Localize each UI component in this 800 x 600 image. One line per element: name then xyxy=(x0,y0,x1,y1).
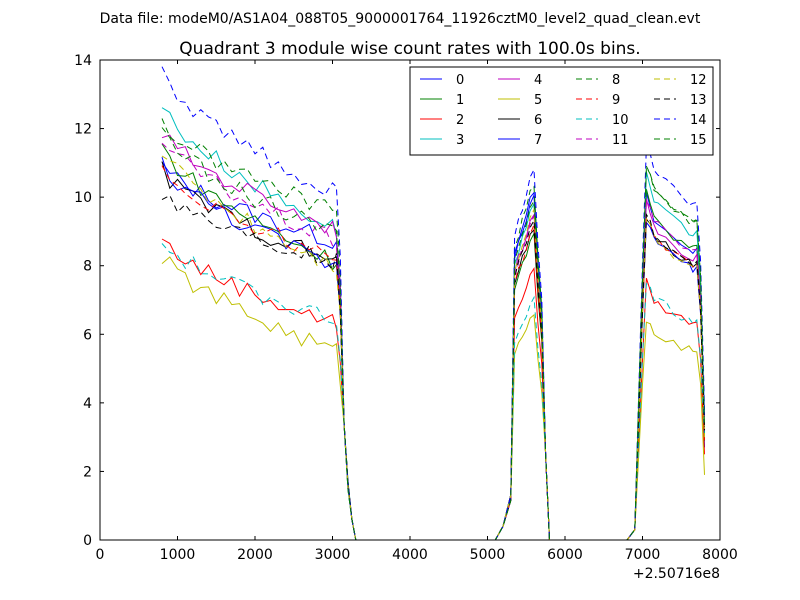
legend-box xyxy=(409,66,714,156)
x-tick-label: 3000 xyxy=(315,547,351,563)
y-tick-label: 6 xyxy=(83,327,92,343)
chart-suptitle: Data file: modeM0/AS1A04_088T05_90000017… xyxy=(100,11,701,27)
series-line-5 xyxy=(161,256,705,540)
legend-label-4: 4 xyxy=(534,73,542,88)
y-tick-label: 8 xyxy=(83,259,92,275)
legend-label-3: 3 xyxy=(456,133,464,148)
legend-label-6: 6 xyxy=(534,113,542,128)
series-line-1 xyxy=(161,143,705,540)
legend-label-0: 0 xyxy=(456,73,464,88)
x-tick-label: 7000 xyxy=(625,547,661,563)
x-offset-label: +2.50716e8 xyxy=(633,566,720,582)
axis-ticks: 0 1000 2000 3000 4000 5000 6000 7000 80000246810… xyxy=(74,53,738,563)
x-tick-label: 0 xyxy=(96,547,105,563)
series-line-15 xyxy=(161,127,705,540)
series-line-11 xyxy=(161,142,705,540)
legend-label-7: 7 xyxy=(534,133,542,148)
y-tick-label: 10 xyxy=(74,190,92,206)
y-tick-label: 14 xyxy=(74,53,92,69)
series-line-14 xyxy=(161,66,705,540)
x-tick-label: 5000 xyxy=(470,547,506,563)
legend-label-5: 5 xyxy=(534,93,542,108)
legend-label-10: 10 xyxy=(612,113,629,128)
legend-label-12: 12 xyxy=(690,73,707,88)
series-line-0 xyxy=(161,161,705,540)
y-tick-label: 0 xyxy=(83,533,92,549)
legend-label-2: 2 xyxy=(456,113,464,128)
y-tick-label: 2 xyxy=(83,464,92,480)
series-line-8 xyxy=(161,118,705,540)
legend-label-15: 15 xyxy=(690,133,707,148)
y-tick-label: 12 xyxy=(74,122,92,138)
plot-area xyxy=(161,66,705,540)
x-tick-label: 6000 xyxy=(547,547,583,563)
legend-label-11: 11 xyxy=(612,133,629,148)
legend-label-8: 8 xyxy=(612,73,620,88)
legend-label-14: 14 xyxy=(690,113,707,128)
series-line-12 xyxy=(161,155,705,540)
legend-label-13: 13 xyxy=(690,93,707,108)
series-line-2 xyxy=(161,238,705,540)
legend-label-1: 1 xyxy=(456,93,464,108)
x-tick-label: 2000 xyxy=(237,547,273,563)
chart-title: Quadrant 3 module wise count rates with … xyxy=(179,39,640,59)
series-line-3 xyxy=(161,107,705,540)
series-line-7 xyxy=(161,157,705,540)
series-line-13 xyxy=(161,194,705,540)
series-line-6 xyxy=(161,161,705,540)
x-tick-label: 8000 xyxy=(702,547,738,563)
series-line-10 xyxy=(161,243,705,540)
series-line-4 xyxy=(161,134,705,540)
x-tick-label: 1000 xyxy=(160,547,196,563)
legend-label-9: 9 xyxy=(612,93,620,108)
y-tick-label: 4 xyxy=(83,396,92,412)
x-tick-label: 4000 xyxy=(392,547,428,563)
